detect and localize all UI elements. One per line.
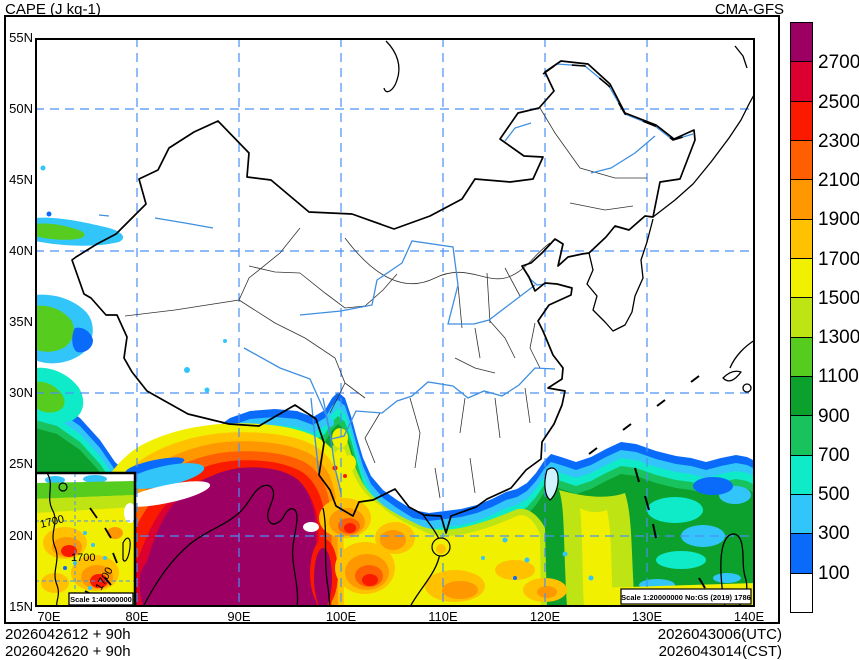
- mongolia-river: [383, 40, 400, 93]
- cape-colorbar: [790, 22, 813, 613]
- yangtze-river: [243, 347, 556, 440]
- run-time-cst: 2026042620 + 90h: [5, 643, 131, 660]
- colorbar-label: 900: [818, 405, 850, 427]
- colorbar-block: [790, 61, 813, 102]
- colorbar-block: [790, 493, 813, 535]
- china-border: [71, 60, 696, 534]
- colorbar-label: 2300: [818, 130, 859, 152]
- lon-label-100e: 100E: [325, 609, 357, 624]
- lat-label-50n: 50N: [9, 101, 33, 116]
- lat-label-25n: 25N: [9, 456, 33, 471]
- colorbar-block: [790, 297, 813, 338]
- lon-label-130e: 130E: [631, 609, 663, 624]
- model-name: CMA-GFS: [714, 1, 784, 18]
- hainan-core: [436, 544, 446, 554]
- lon-label-110e: 110E: [428, 609, 458, 624]
- lat-label-15n: 15N: [9, 599, 33, 614]
- scale-badge-text: Scale 1:20000000 No:GS (2019) 1786: [621, 593, 751, 602]
- valid-time-utc: 2026043006(UTC): [657, 626, 782, 643]
- rivers: [98, 63, 694, 494]
- contour-label: 1700: [39, 513, 66, 531]
- india-coast: [142, 484, 299, 607]
- japan-coast: [729, 339, 755, 369]
- salween-river: [310, 397, 320, 476]
- colorbar-label: 2500: [818, 91, 859, 113]
- colorbar-label: 1100: [818, 366, 859, 388]
- amur-river: [542, 63, 694, 141]
- cape-field: [35, 165, 755, 607]
- lat-label-40n: 40N: [9, 243, 33, 258]
- colorbar-label: 2100: [818, 170, 859, 192]
- colorbar-block: [790, 454, 813, 495]
- burma-coast: [322, 507, 331, 607]
- colorbar-label: 2700: [818, 52, 859, 74]
- tarim-river: [98, 214, 110, 217]
- outer-frame: [4, 15, 780, 624]
- valid-time-cst: 2026043014(CST): [658, 643, 782, 660]
- colorbar-block: [790, 179, 813, 220]
- run-time-utc: 2026042612 + 90h: [5, 626, 131, 643]
- amur-border-dashes: [542, 63, 694, 141]
- russia-coast: [652, 92, 755, 218]
- lon-label-70e: 70E: [37, 609, 61, 624]
- lat-label-55n: 55N: [9, 30, 33, 45]
- colorbar-block: [790, 257, 813, 299]
- lon-label-90e: 90E: [227, 609, 251, 624]
- bohai-coast: [521, 265, 546, 286]
- colorbar-label: 700: [818, 444, 850, 466]
- colorbar-block: [790, 139, 813, 181]
- colorbar-label: 1300: [818, 327, 859, 349]
- colorbar-block: [790, 533, 813, 574]
- songhua-river: [590, 135, 656, 174]
- korea-coast: [586, 218, 654, 332]
- lat-label-30n: 30N: [9, 385, 33, 400]
- colorbar-block: [790, 218, 813, 259]
- sakhalin-coast: [734, 45, 748, 69]
- scale-badge: Scale 1:20000000 No:GS (2019) 1786: [620, 588, 752, 605]
- lon-label-120e: 120E: [529, 609, 561, 624]
- lat-label-45n: 45N: [9, 172, 33, 187]
- colorbar-label: 1700: [818, 248, 859, 270]
- colorbar-block: [790, 336, 813, 377]
- map-frame: [35, 38, 755, 607]
- mekong-river: [322, 397, 342, 494]
- colorbar-block: [790, 375, 813, 417]
- colorbar-block: [790, 572, 813, 613]
- colorbar-label: 1500: [818, 287, 859, 309]
- lon-label-80e: 80E: [125, 609, 149, 624]
- ergun-river: [504, 122, 532, 142]
- lat-label-35n: 35N: [9, 314, 33, 329]
- contour-label: 1700: [71, 552, 95, 564]
- yellow-river: [299, 240, 536, 325]
- colorbar-label: 100: [818, 562, 850, 584]
- colorbar-label: 1900: [818, 209, 859, 231]
- chart-title: CAPE (J kg-1): [5, 1, 101, 18]
- map-area: 1700 1700 1700 Scale 1:40000000 Scale 1:…: [35, 38, 755, 607]
- inset-scale-badge: Scale 1:40000000: [70, 595, 132, 604]
- lon-label-140e: 140E: [733, 609, 765, 624]
- colorbar-block: [790, 22, 813, 63]
- graticule: [35, 38, 755, 607]
- colorbar-block: [790, 415, 813, 456]
- inset-map: 1700 1700 1700 Scale 1:40000000: [35, 471, 137, 607]
- colorbar-label: 300: [818, 523, 850, 545]
- japan-island: [742, 383, 752, 393]
- map-svg: 1700 1700 1700 Scale 1:40000000 Scale 1:…: [35, 38, 755, 607]
- kyushu-island: [722, 370, 742, 382]
- colorbar-block: [790, 100, 813, 141]
- province-borders: [124, 107, 647, 499]
- colorbar-label: 500: [818, 484, 850, 506]
- lat-label-20n: 20N: [9, 528, 33, 543]
- taiwan-island: [544, 467, 559, 501]
